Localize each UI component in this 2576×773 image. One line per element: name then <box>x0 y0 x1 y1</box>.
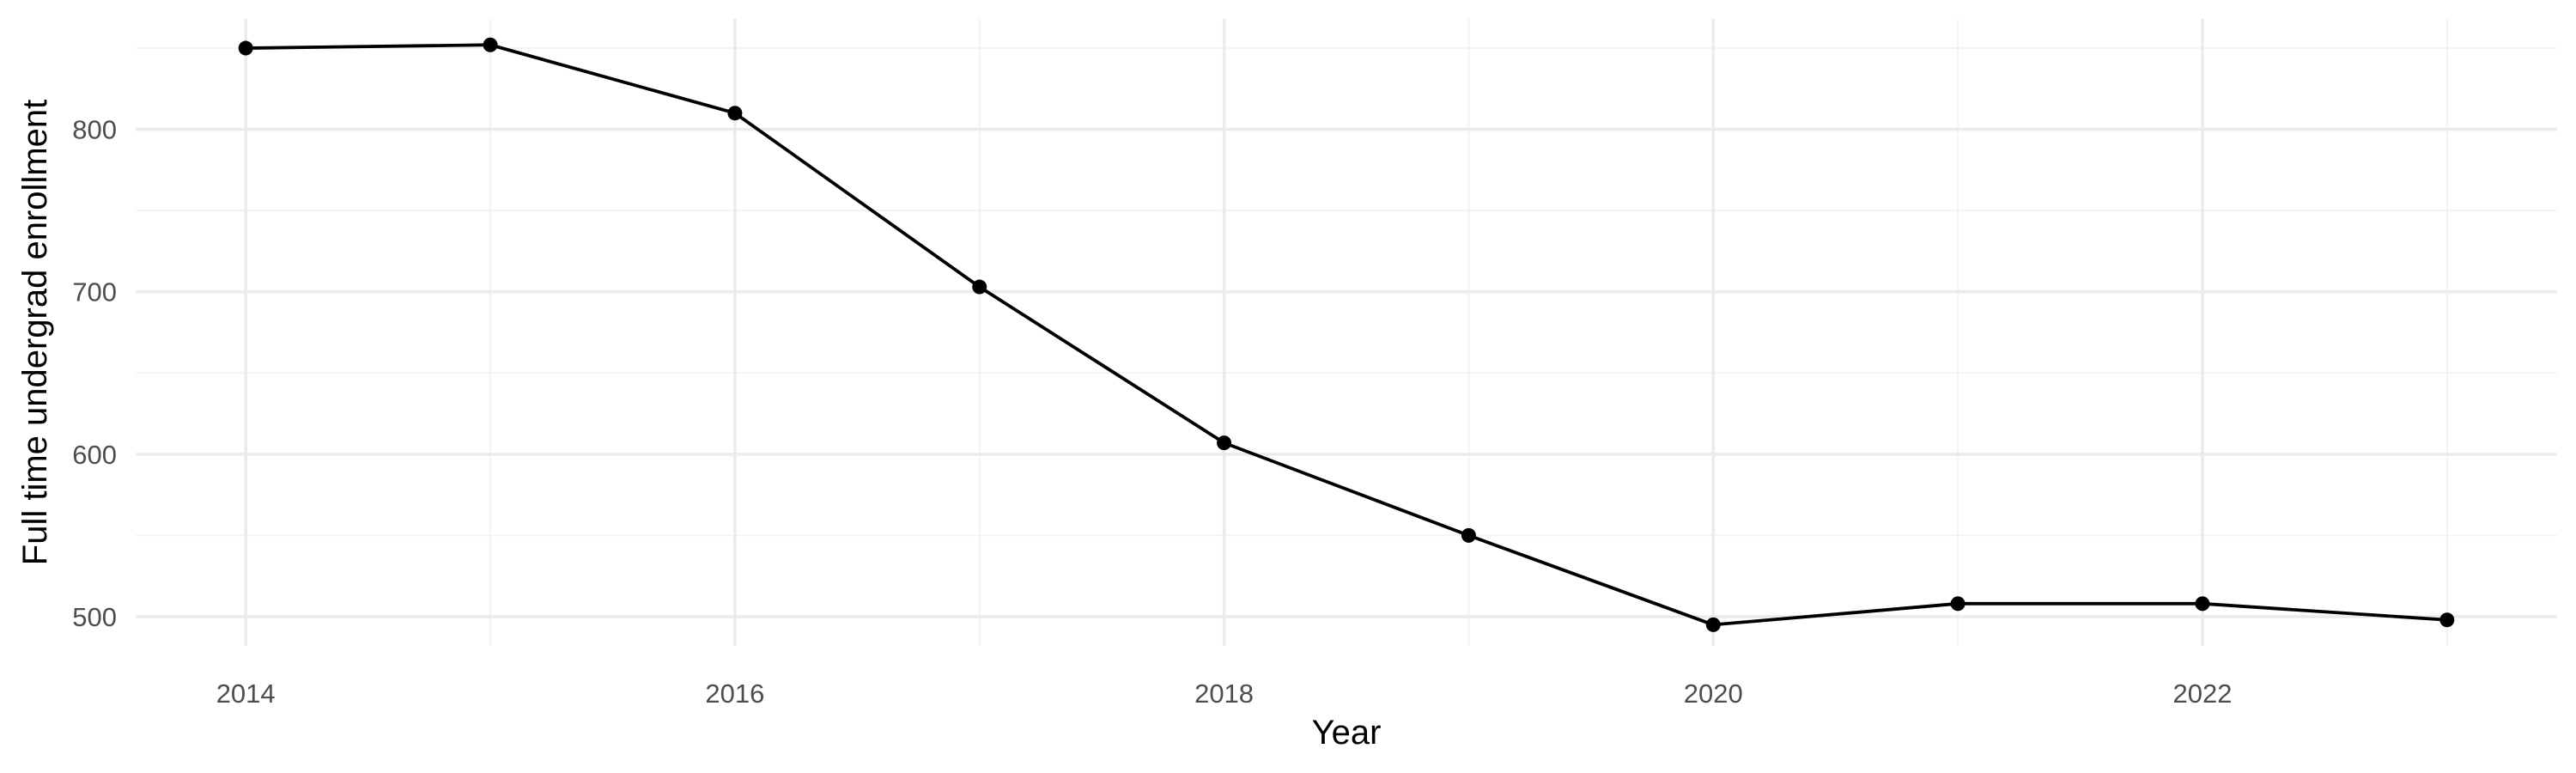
series-line <box>246 43 2447 627</box>
data-point-2020 <box>1705 617 1721 632</box>
data-points <box>238 37 2455 632</box>
minor-gridlines <box>136 19 2557 646</box>
y-tick-label: 700 <box>72 277 117 307</box>
x-tick-label: 2022 <box>2172 679 2232 709</box>
x-tick-label: 2014 <box>216 679 276 709</box>
x-tick-label: 2016 <box>705 679 764 709</box>
x-tick-label: 2020 <box>1684 679 1743 709</box>
data-point-2019 <box>1461 527 1476 543</box>
x-tick-label: 2018 <box>1194 679 1254 709</box>
y-axis-tick-labels: 500 600 700 800 <box>72 115 117 632</box>
y-tick-label: 800 <box>72 115 117 145</box>
data-point-2022 <box>2195 596 2210 612</box>
data-point-2023 <box>2439 612 2455 628</box>
data-point-2016 <box>727 106 743 121</box>
major-gridlines <box>136 19 2557 646</box>
data-point-2017 <box>972 279 987 295</box>
x-axis-title: Year <box>1312 714 1382 752</box>
data-point-2014 <box>238 40 253 56</box>
y-tick-label: 600 <box>72 440 117 470</box>
x-axis-tick-labels: 2014 2016 2018 2020 2022 <box>216 679 2233 709</box>
y-tick-label: 500 <box>72 602 117 632</box>
data-point-2015 <box>483 37 498 52</box>
data-point-2018 <box>1217 435 1232 451</box>
data-point-2021 <box>1950 596 1965 612</box>
series-layer <box>246 43 2447 627</box>
y-axis-title: Full time undergrad enrollment <box>16 100 54 565</box>
